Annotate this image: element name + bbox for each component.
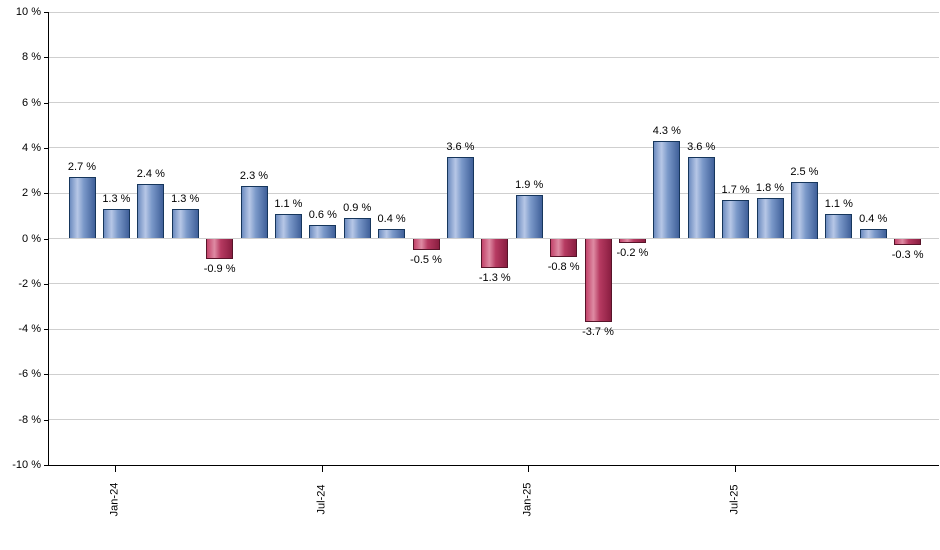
bar-value-label: 0.4 %: [377, 213, 406, 226]
x-tick-label-Jul-25: Jul-25: [728, 484, 741, 515]
bar-Oct-24: [412, 238, 440, 250]
bar-value-label: 4.3 %: [652, 125, 681, 138]
bar-value-label: 1.9 %: [515, 179, 544, 192]
bar-Jun-25: [687, 156, 715, 239]
y-tick-label: -10 %: [12, 459, 41, 471]
y-grid-line: [49, 192, 939, 194]
y-tick-label: -2 %: [18, 277, 41, 290]
bar-value-label: -3.7 %: [582, 326, 614, 339]
x-tick-mark: [734, 466, 736, 472]
y-tick-mark: [44, 12, 48, 13]
bar-Apr-24: [206, 238, 234, 259]
bar-value-label: 0.9 %: [343, 202, 372, 215]
bar-Aug-25: [756, 197, 784, 239]
bar-value-label: 1.7 %: [721, 183, 750, 196]
y-tick-label: 6 %: [22, 96, 41, 109]
bar-Dec-24: [481, 238, 509, 268]
bar-Mar-24: [171, 209, 199, 239]
y-tick-mark: [44, 147, 48, 149]
bar-value-label: 2.3 %: [239, 170, 269, 183]
y-grid-line: [49, 328, 939, 330]
y-grid-line: [49, 373, 939, 375]
bar-May-25: [653, 141, 681, 239]
x-tick-mark: [115, 466, 117, 472]
y-tick-mark: [44, 374, 48, 376]
bar-value-label: 2.5 %: [790, 165, 819, 178]
bar-Sep-24: [378, 229, 406, 239]
bar-value-label: -0.2 %: [616, 247, 649, 260]
plot-area: 2.7 % 1.3 % 2.4 % 1.3 % -0.9 % 2.3 % 1.1 % 0.6 …: [48, 11, 939, 466]
y-tick-label: 0 %: [22, 232, 41, 245]
y-tick-mark: [44, 419, 48, 421]
y-tick-mark: [44, 329, 48, 331]
y-tick-label: 8 %: [22, 51, 41, 64]
bar-May-24: [240, 186, 268, 239]
bar-value-label: 1.8 %: [755, 181, 785, 194]
y-tick-mark: [44, 283, 48, 285]
bar-value-label: 0.4 %: [859, 213, 888, 226]
bar-Jan-24: [102, 209, 130, 239]
y-grid-line: [49, 283, 939, 285]
x-tick-label-Jul-24: Jul-24: [315, 484, 328, 515]
y-tick-mark: [44, 102, 48, 104]
y-tick-label: -6 %: [18, 368, 41, 381]
y-tick-label: -4 %: [18, 323, 41, 336]
bar-value-label: -0.5 %: [410, 253, 442, 266]
bar-Dec-23: [68, 177, 96, 239]
bar-Sep-25: [790, 181, 818, 239]
y-tick-mark: [44, 57, 48, 59]
y-grid-line: [49, 419, 939, 421]
bar-value-label: 2.7 %: [67, 161, 97, 174]
bar-Feb-25: [550, 238, 578, 257]
y-tick-label: 2 %: [22, 187, 41, 200]
bar-value-label: -0.3 %: [891, 249, 924, 262]
bar-Jun-24: [274, 213, 302, 239]
bar-value-label: 1.1 %: [824, 197, 853, 210]
bar-Aug-24: [343, 218, 371, 239]
y-tick-mark: [44, 238, 48, 240]
bar-Jul-25: [722, 199, 750, 239]
x-axis: Jan-24 Jul-24 Jan-25 Jul-25: [48, 466, 938, 550]
y-grid-line: [49, 102, 939, 104]
bar-value-label: 1.1 %: [274, 197, 303, 210]
y-tick-label: -8 %: [18, 413, 41, 426]
bar-Dec-25: [894, 238, 922, 246]
bar-Apr-25: [618, 238, 646, 244]
y-grid-line: [49, 147, 939, 149]
x-tick-label-Jan-25: Jan-25: [521, 482, 534, 517]
bar-value-label: 0.6 %: [308, 208, 337, 221]
y-tick-mark: [44, 465, 48, 466]
bar-Jul-24: [309, 224, 337, 239]
bar-value-label: 2.4 %: [136, 168, 165, 181]
x-tick-label-Jan-24: Jan-24: [108, 482, 121, 517]
y-tick-label: 10 %: [15, 6, 41, 18]
bar-Nov-25: [859, 229, 887, 239]
bar-Mar-25: [584, 238, 612, 323]
bar-Nov-24: [446, 156, 474, 239]
bar-value-label: 1.3 %: [102, 193, 131, 206]
y-grid-line: [49, 56, 939, 58]
bar-value-label: 3.6 %: [687, 140, 716, 153]
x-tick-mark: [528, 466, 530, 472]
y-tick-label: 4 %: [22, 141, 41, 154]
y-grid-line: [49, 11, 939, 13]
bar-value-label: 3.6 %: [446, 140, 475, 153]
y-tick-mark: [44, 193, 48, 195]
bar-Feb-24: [137, 184, 165, 239]
bar-value-label: -0.8 %: [547, 260, 580, 273]
bar-Oct-25: [825, 213, 853, 239]
x-tick-mark: [321, 466, 323, 472]
bar-value-label: -1.3 %: [478, 271, 511, 284]
bar-value-label: 1.3 %: [171, 193, 200, 206]
bar-Jan-25: [515, 195, 543, 239]
y-axis: 10 % 8 % 6 % 4 % 2 % 0 % -2 % -4 % -6 % -8 % -10 %: [0, 6, 48, 471]
bar-value-label: -0.9 %: [203, 262, 236, 275]
